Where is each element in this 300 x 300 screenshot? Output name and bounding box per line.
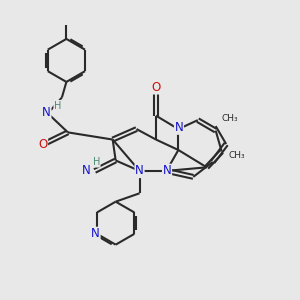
Text: O: O	[151, 81, 160, 94]
Text: N: N	[135, 164, 144, 177]
Text: N: N	[91, 227, 100, 240]
Text: H: H	[54, 100, 62, 110]
Text: O: O	[38, 138, 47, 151]
Text: H: H	[93, 157, 100, 167]
Text: N: N	[42, 106, 51, 119]
Text: N: N	[82, 164, 91, 177]
Text: N: N	[175, 121, 183, 134]
Text: CH₃: CH₃	[221, 114, 238, 123]
Text: CH₃: CH₃	[228, 152, 245, 160]
Text: N: N	[163, 164, 171, 177]
